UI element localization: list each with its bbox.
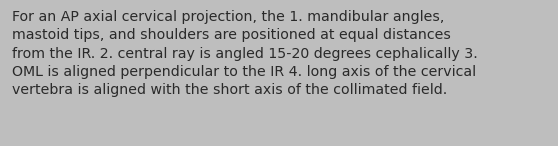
Text: For an AP axial cervical projection, the 1. mandibular angles,
mastoid tips, and: For an AP axial cervical projection, the… [12,10,478,97]
